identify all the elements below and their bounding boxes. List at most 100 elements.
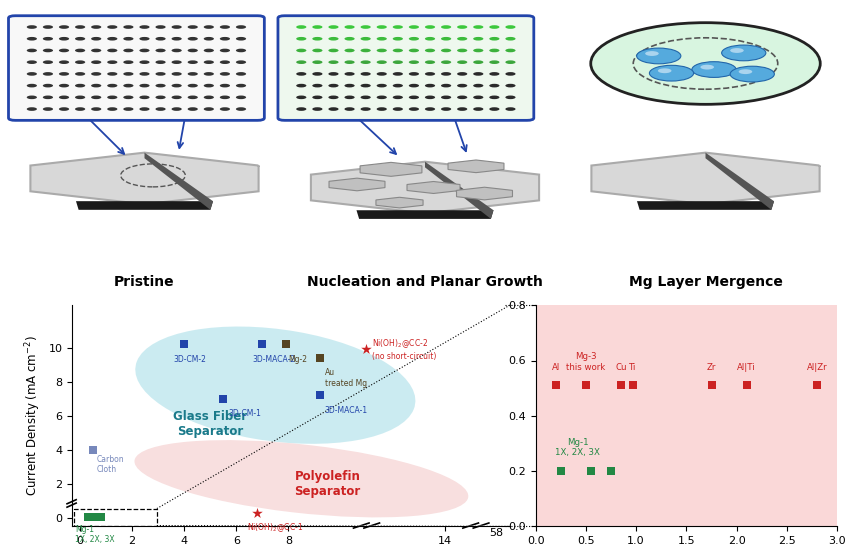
Circle shape: [204, 72, 214, 76]
Circle shape: [59, 60, 69, 64]
Circle shape: [91, 96, 101, 99]
Circle shape: [42, 37, 53, 40]
Circle shape: [506, 37, 516, 40]
Text: 3D-MACA-1: 3D-MACA-1: [325, 405, 368, 414]
Point: [549, 381, 563, 390]
Circle shape: [42, 84, 53, 87]
Circle shape: [236, 60, 246, 64]
Circle shape: [236, 96, 246, 99]
Circle shape: [26, 49, 37, 52]
Circle shape: [393, 72, 403, 76]
Circle shape: [360, 84, 371, 87]
Circle shape: [75, 37, 85, 40]
Circle shape: [107, 25, 117, 29]
Text: Carbon
Cloth: Carbon Cloth: [97, 455, 125, 474]
Circle shape: [377, 49, 387, 52]
Circle shape: [457, 84, 468, 87]
Polygon shape: [706, 153, 774, 210]
Circle shape: [91, 107, 101, 111]
Circle shape: [312, 60, 322, 64]
Circle shape: [139, 60, 150, 64]
Circle shape: [344, 60, 354, 64]
Circle shape: [236, 25, 246, 29]
Text: Mg-3
this work: Mg-3 this work: [566, 352, 605, 372]
Circle shape: [75, 25, 85, 29]
Circle shape: [425, 84, 435, 87]
Text: Zr: Zr: [707, 362, 717, 372]
Circle shape: [26, 72, 37, 76]
Text: Polyolefin
Separator: Polyolefin Separator: [294, 470, 360, 498]
Circle shape: [425, 37, 435, 40]
Circle shape: [730, 48, 744, 53]
Circle shape: [204, 60, 214, 64]
Circle shape: [377, 60, 387, 64]
Circle shape: [156, 37, 166, 40]
Polygon shape: [144, 153, 213, 210]
Circle shape: [204, 84, 214, 87]
Circle shape: [107, 107, 117, 111]
Circle shape: [59, 37, 69, 40]
Circle shape: [236, 72, 246, 76]
Circle shape: [188, 107, 198, 111]
Point: [94, 512, 108, 521]
Circle shape: [296, 60, 306, 64]
Circle shape: [107, 84, 117, 87]
Circle shape: [123, 84, 133, 87]
Circle shape: [75, 72, 85, 76]
Circle shape: [91, 25, 101, 29]
Text: Glass Fiber
Separator: Glass Fiber Separator: [173, 410, 247, 438]
Polygon shape: [448, 160, 504, 172]
Circle shape: [204, 25, 214, 29]
Circle shape: [739, 69, 752, 74]
Circle shape: [393, 107, 403, 111]
Point: [313, 353, 326, 362]
Circle shape: [730, 66, 774, 82]
Circle shape: [312, 84, 322, 87]
Circle shape: [425, 96, 435, 99]
Circle shape: [236, 49, 246, 52]
Circle shape: [441, 107, 451, 111]
Circle shape: [188, 84, 198, 87]
Circle shape: [59, 72, 69, 76]
Ellipse shape: [134, 440, 468, 517]
Point: [554, 466, 568, 475]
Circle shape: [296, 49, 306, 52]
Polygon shape: [637, 201, 774, 210]
Circle shape: [42, 107, 53, 111]
Circle shape: [91, 49, 101, 52]
Circle shape: [296, 37, 306, 40]
Circle shape: [425, 107, 435, 111]
Circle shape: [473, 60, 484, 64]
Circle shape: [506, 107, 516, 111]
Circle shape: [473, 96, 484, 99]
Circle shape: [26, 107, 37, 111]
Circle shape: [296, 72, 306, 76]
Circle shape: [156, 84, 166, 87]
Point: [313, 391, 326, 400]
Circle shape: [123, 25, 133, 29]
Y-axis label: Current Density (mA cm$^{-2}$): Current Density (mA cm$^{-2}$): [23, 335, 43, 496]
Circle shape: [409, 37, 419, 40]
Circle shape: [409, 60, 419, 64]
Circle shape: [328, 37, 338, 40]
Circle shape: [393, 25, 403, 29]
Circle shape: [156, 49, 166, 52]
Circle shape: [26, 25, 37, 29]
Circle shape: [360, 37, 371, 40]
Circle shape: [409, 96, 419, 99]
Circle shape: [172, 84, 182, 87]
Circle shape: [59, 84, 69, 87]
Circle shape: [123, 37, 133, 40]
Circle shape: [107, 49, 117, 52]
Circle shape: [344, 25, 354, 29]
Circle shape: [236, 37, 246, 40]
Circle shape: [139, 72, 150, 76]
Text: Al: Al: [552, 362, 560, 372]
Circle shape: [457, 107, 468, 111]
Circle shape: [123, 72, 133, 76]
Polygon shape: [329, 178, 385, 191]
Circle shape: [220, 96, 230, 99]
Circle shape: [649, 66, 694, 81]
Text: Mg Layer Mergence: Mg Layer Mergence: [628, 275, 783, 289]
Circle shape: [123, 107, 133, 111]
